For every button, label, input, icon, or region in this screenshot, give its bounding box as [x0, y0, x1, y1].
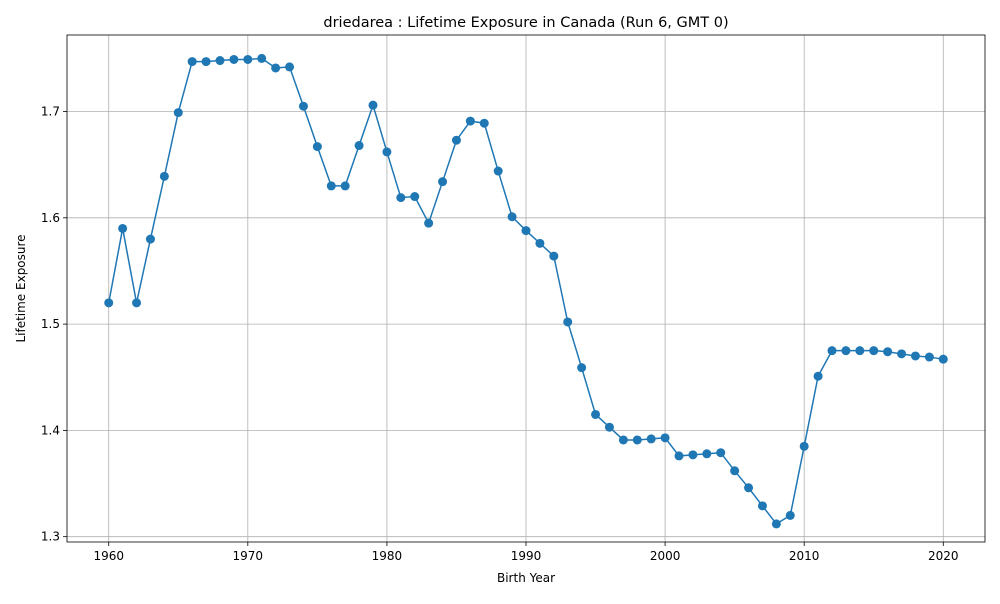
data-point — [813, 371, 823, 381]
data-point — [535, 238, 545, 248]
data-point — [424, 218, 434, 228]
data-point — [716, 448, 726, 458]
data-point — [688, 450, 698, 460]
grid-lines — [67, 35, 985, 542]
y-tick-label: 1.6 — [41, 211, 60, 225]
data-point — [465, 116, 475, 126]
data-point — [563, 317, 573, 327]
x-axis-ticks: 1960 1970 1980 1990 2000 2010 2020 — [93, 542, 959, 563]
data-point — [507, 212, 517, 222]
data-point — [521, 226, 531, 236]
data-point — [229, 54, 239, 64]
data-point — [451, 135, 461, 145]
x-tick-label: 1980 — [372, 549, 403, 563]
data-point — [855, 346, 865, 356]
data-point — [118, 223, 128, 233]
y-tick-label: 1.3 — [41, 530, 60, 544]
series-markers — [104, 53, 948, 529]
data-point — [396, 193, 406, 203]
data-point — [744, 483, 754, 493]
data-point — [618, 435, 628, 445]
data-point — [869, 346, 879, 356]
data-point — [897, 349, 907, 359]
y-tick-label: 1.7 — [41, 105, 60, 119]
x-tick-label: 1960 — [93, 549, 124, 563]
data-point — [591, 409, 601, 419]
y-tick-label: 1.4 — [41, 423, 60, 437]
data-point — [660, 433, 670, 443]
data-point — [924, 352, 934, 362]
data-point — [827, 346, 837, 356]
data-point — [271, 63, 281, 73]
data-point — [187, 57, 197, 67]
data-point — [257, 53, 267, 63]
x-tick-label: 2000 — [650, 549, 681, 563]
data-point — [632, 435, 642, 445]
data-point — [771, 519, 781, 529]
data-point — [910, 351, 920, 361]
data-point — [312, 142, 322, 152]
data-point — [604, 422, 614, 432]
data-point — [132, 298, 142, 308]
data-point — [549, 251, 559, 261]
data-point — [298, 101, 308, 111]
data-point — [785, 510, 795, 520]
data-point — [938, 354, 948, 364]
data-point — [410, 192, 420, 202]
data-point — [883, 347, 893, 357]
data-point — [215, 56, 225, 66]
chart-title: driedarea : Lifetime Exposure in Canada … — [323, 15, 728, 31]
data-point — [173, 108, 183, 118]
data-point — [702, 449, 712, 459]
y-axis-ticks: 1.3 1.4 1.5 1.6 1.7 — [41, 105, 67, 544]
data-point — [285, 62, 295, 72]
data-point — [493, 166, 503, 176]
x-tick-label: 1970 — [233, 549, 264, 563]
plot-frame — [66, 34, 986, 543]
x-axis-label: Birth Year — [497, 571, 555, 585]
data-point — [479, 118, 489, 128]
data-point — [368, 100, 378, 110]
data-point — [145, 234, 155, 244]
data-point — [841, 346, 851, 356]
y-tick-label: 1.5 — [41, 317, 60, 331]
x-tick-label: 2020 — [928, 549, 959, 563]
data-point — [730, 466, 740, 476]
data-point — [799, 441, 809, 451]
data-point — [243, 54, 253, 64]
data-point — [646, 434, 656, 444]
data-point — [438, 177, 448, 187]
data-point — [674, 451, 684, 461]
data-point — [382, 147, 392, 157]
data-point — [104, 298, 114, 308]
y-axis-label: Lifetime Exposure — [14, 234, 28, 342]
x-tick-label: 1990 — [511, 549, 542, 563]
data-point — [159, 171, 169, 181]
data-point — [340, 181, 350, 191]
data-point — [577, 363, 587, 373]
x-tick-label: 2010 — [789, 549, 820, 563]
data-point — [201, 57, 211, 67]
data-point — [326, 181, 336, 191]
data-point — [757, 501, 767, 511]
data-point — [354, 141, 364, 151]
